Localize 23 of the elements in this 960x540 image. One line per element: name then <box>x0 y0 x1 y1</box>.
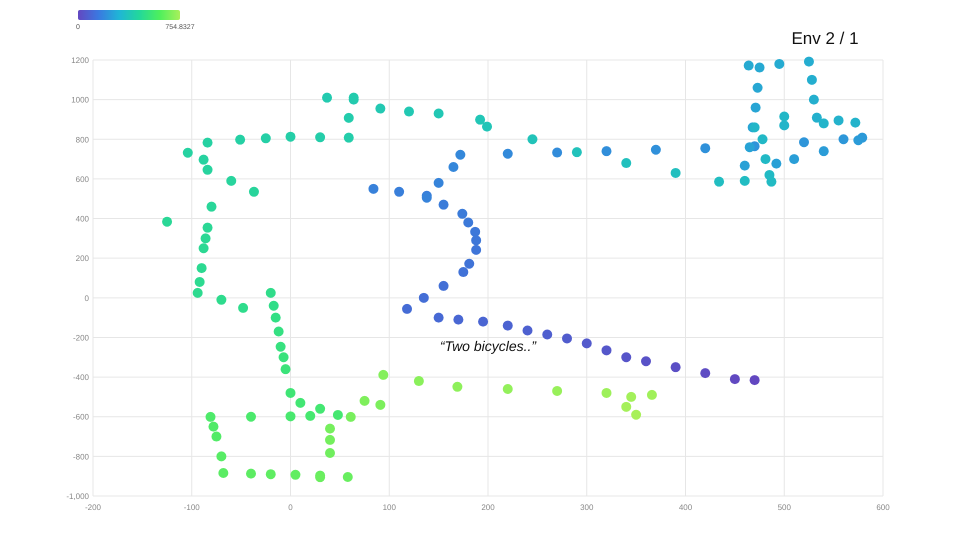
y-tick-label: 200 <box>76 254 90 264</box>
x-tick-label: -200 <box>84 503 102 512</box>
y-tick-label: -200 <box>72 333 90 342</box>
x-tick-label: -100 <box>184 503 200 512</box>
chart-title: Env 2 / 1 <box>791 29 859 48</box>
x-tick-label: 500 <box>778 503 792 512</box>
y-tick-label: -400 <box>72 373 90 382</box>
y-tick-label: -1,000 <box>66 492 90 501</box>
y-tick-label: 1000 <box>71 96 90 105</box>
y-tick-label: 800 <box>76 135 90 144</box>
x-tick-label: 100 <box>382 503 396 512</box>
y-tick-label: -800 <box>72 452 90 462</box>
y-tick-label: 600 <box>76 174 90 184</box>
x-tick-label: 0 <box>288 503 294 512</box>
x-tick-label: 400 <box>678 503 693 512</box>
x-tick-label: 200 <box>481 503 496 512</box>
x-tick-label: 600 <box>876 503 890 512</box>
y-tick-label: -600 <box>72 412 90 422</box>
annotation: “Two bicycles..” <box>440 338 538 354</box>
x-tick-label: 300 <box>580 503 594 512</box>
y-tick-label: 400 <box>76 214 90 224</box>
y-tick-label: 1200 <box>71 56 90 65</box>
y-tick-label: 0 <box>84 294 90 303</box>
